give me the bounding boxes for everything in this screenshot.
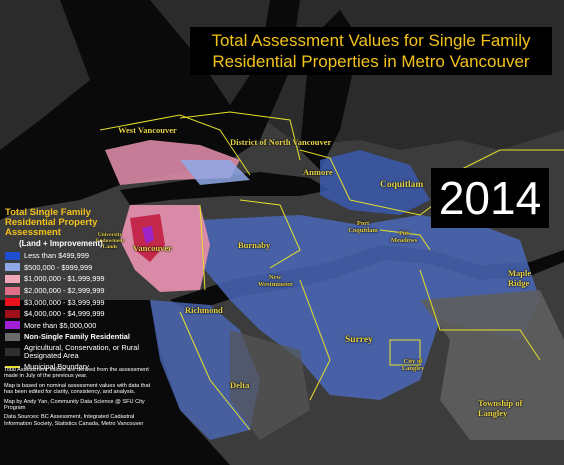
place-pitt-meadows: Pitt Meadows [390, 230, 418, 244]
legend-swatch [5, 263, 20, 272]
map-notes: Total Assessment Values are derived from… [4, 367, 154, 430]
year-label: 2014 [431, 168, 549, 228]
map-title-line-1: Total Assessment Values for Single Famil… [211, 31, 531, 50]
place-west-vancouver: West Vancouver [118, 125, 177, 135]
legend-title-line-3: Assessment [5, 227, 61, 238]
north-vancouver-mid-value-area [180, 160, 250, 185]
legend-label: Less than $499,999 [24, 251, 89, 261]
place-city-of-langley: City of Langley [401, 358, 425, 372]
legend-label: $4,000,000 - $4,999,999 [24, 309, 105, 319]
legend-item: $2,000,000 - $2,999,999 [5, 285, 140, 297]
place-richmond: Richmond [185, 305, 223, 315]
map-title-line-2: Residential Properties in Metro Vancouve… [212, 52, 530, 71]
legend-label: $2,000,000 - $2,999,999 [24, 286, 105, 296]
howe-sound-water [0, 0, 300, 220]
legend-swatch [5, 321, 20, 330]
place-district-north-vancouver-label: District of North Vancouver [230, 137, 332, 147]
note-data-editing: Map is based on nominal assessment value… [4, 382, 151, 396]
burrard-inlet-water [120, 172, 330, 205]
most-valuable-area [142, 226, 154, 244]
residential-blue-area [200, 215, 540, 400]
legend-item: Non-Single Family Residential [5, 331, 140, 343]
legend-swatch [5, 286, 20, 295]
place-burnaby: Burnaby [238, 240, 271, 250]
legend-label: Agricultural, Conservation, or Rural Des… [24, 342, 140, 360]
legend-item: $1,000,000 - $1,999,999 [5, 273, 140, 285]
legend-swatch [5, 347, 20, 356]
legend-item: Less than $499,999 [5, 250, 140, 262]
strait-water [0, 300, 230, 465]
note-data-sources: Data Sources: BC Assessment, Integrated … [4, 414, 144, 427]
legend-title-line-2: Residential Property [5, 217, 98, 228]
legend-items: Less than $499,999 $500,000 - $999,999 $1,… [5, 250, 140, 372]
legend-title-line-1: Total Single Family [5, 207, 91, 218]
place-delta: Delta [230, 380, 250, 390]
municipal-boundaries [99, 111, 564, 431]
rural-area-langley [420, 290, 564, 440]
legend-item: $4,000,000 - $4,999,999 [5, 308, 140, 320]
legend-swatch [5, 298, 20, 307]
place-coquitlam: Coquitlam [380, 180, 424, 190]
legend-line-swatch [5, 365, 20, 368]
place-port-coquitlam: Port Coquitlam [348, 220, 378, 234]
place-anmore: Anmore [303, 167, 333, 177]
place-district-north-vancouver: District of North Vancouver [210, 137, 331, 147]
legend-swatch [5, 332, 20, 341]
legend-item: More than $5,000,000 [5, 320, 140, 332]
legend-subtitle: (Land + Improvement) [19, 239, 103, 248]
legend-swatch [5, 274, 20, 283]
legend-label: More than $5,000,000 [24, 320, 97, 330]
place-township-of-langley: Township of Langley [478, 398, 523, 418]
legend-label: Municipal Boundary [24, 362, 89, 372]
place-maple-ridge: Maple Ridge [508, 268, 532, 288]
note-assessment-timing: Total Assessment Values are derived from… [4, 367, 149, 380]
place-new-westminster: New Westminster [258, 274, 294, 288]
legend-label: Non-Single Family Residential [24, 332, 130, 342]
rural-area-delta [230, 330, 310, 440]
legend-item: $3,000,000 - $3,999,999 [5, 296, 140, 308]
legend-swatch [5, 309, 20, 318]
place-vancouver: Vancouver [133, 243, 172, 253]
map-title: Total Assessment Values for Single Famil… [190, 27, 552, 75]
legend-label: $500,000 - $999,999 [24, 262, 93, 272]
residential-coquitlam-area [320, 150, 430, 215]
place-university-endowment-lands: University Endowment Lands [95, 232, 125, 250]
legend-swatch [5, 251, 20, 260]
legend-item: Agricultural, Conservation, or Rural Des… [5, 343, 140, 361]
legend-item: $500,000 - $999,999 [5, 262, 140, 274]
legend: Total Single Family Residential Property… [5, 208, 140, 372]
legend-label: $3,000,000 - $3,999,999 [24, 297, 105, 307]
legend-item: Municipal Boundary [5, 361, 140, 373]
legend-label: $1,000,000 - $1,999,999 [24, 274, 105, 284]
note-author: Map by Andy Yan, Community Data Science … [4, 398, 145, 412]
place-surrey: Surrey [345, 335, 373, 345]
